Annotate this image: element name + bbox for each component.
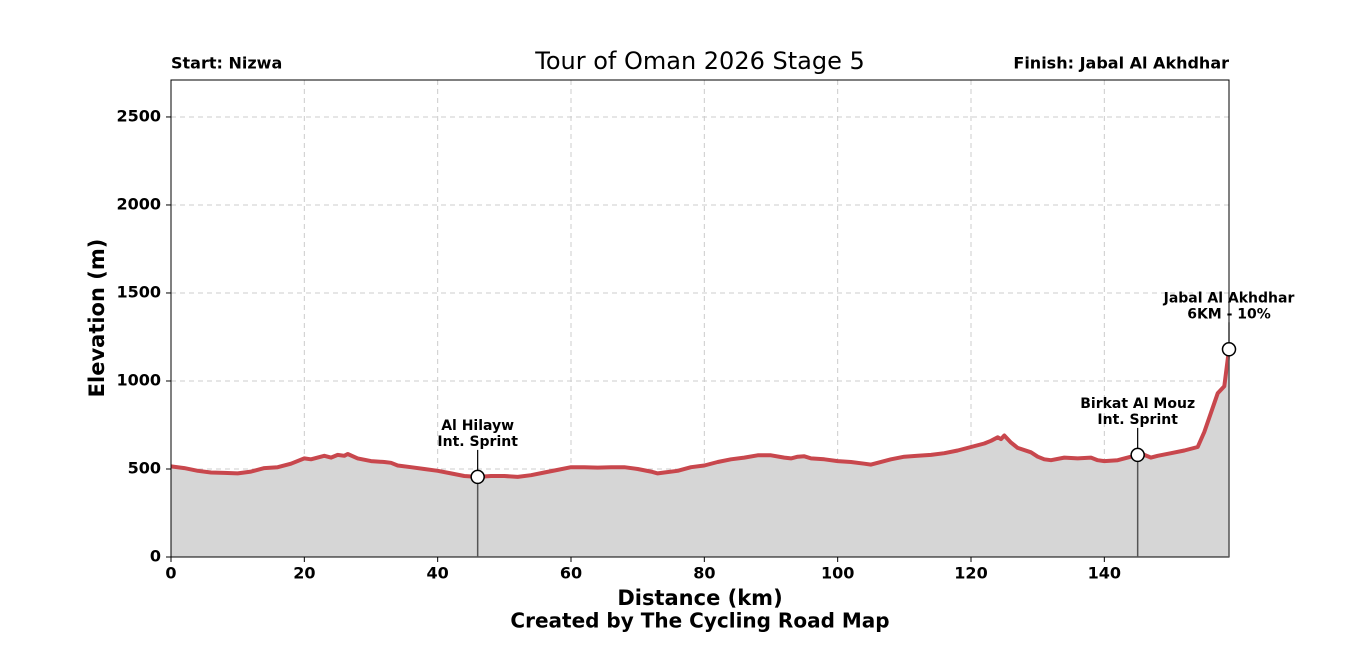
x-tick-label: 40: [427, 564, 449, 583]
annotation-label: Int. Sprint: [437, 434, 518, 450]
annotation-label: Int. Sprint: [1097, 412, 1178, 428]
x-axis-label: Distance (km): [617, 586, 782, 610]
y-axis-label: Elevation (m): [85, 239, 109, 398]
y-tick-label: 2000: [116, 194, 161, 213]
y-tick-label: 0: [150, 547, 161, 566]
annotation-label: Al Hilayw: [441, 418, 514, 434]
x-tick-label: 0: [165, 564, 176, 583]
x-tick-label: 60: [560, 564, 582, 583]
finish-label: Finish: Jabal Al Akhdhar: [1013, 54, 1229, 73]
annotation-label: Jabal Al Akhdhar: [1163, 290, 1295, 306]
start-label: Start: Nizwa: [171, 54, 282, 73]
x-tick-label: 140: [1088, 564, 1121, 583]
y-tick-label: 500: [128, 458, 161, 477]
y-tick-label: 1000: [116, 370, 161, 389]
x-tick-label: 80: [693, 564, 715, 583]
annotation-marker: [470, 469, 485, 485]
x-tick-label: 120: [954, 564, 987, 583]
annotation-label: 6KM - 10%: [1187, 306, 1271, 322]
chart-title: Tour of Oman 2026 Stage 5: [534, 47, 865, 75]
annotation-marker: [1130, 447, 1145, 463]
annotation-label: Birkat Al Mouz: [1080, 396, 1195, 412]
annotation-marker: [1221, 342, 1237, 357]
credit: Created by The Cycling Road Map: [510, 609, 889, 633]
x-tick-label: 20: [293, 564, 315, 583]
elevation-line: [170, 349, 1231, 479]
y-tick-label: 1500: [116, 282, 161, 301]
x-tick-label: 100: [821, 564, 854, 583]
plot-frame: [170, 79, 1230, 558]
elevation-area: [171, 349, 1229, 557]
y-tick-label: 2500: [116, 106, 161, 125]
